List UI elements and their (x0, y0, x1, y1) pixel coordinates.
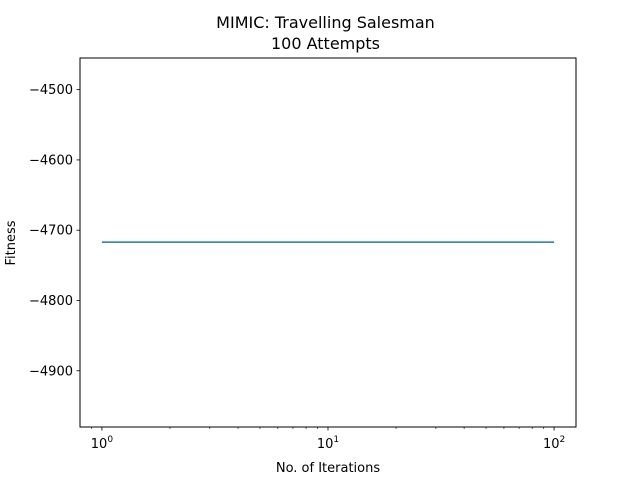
y-tick-label: −4800 (29, 294, 73, 309)
y-tick-label: −4500 (29, 83, 73, 98)
x-tick-label: 100 (91, 435, 114, 452)
y-tick-label: −4600 (29, 153, 73, 168)
x-axis-label: No. of Iterations (276, 461, 381, 476)
x-tick-label: 102 (543, 435, 565, 452)
x-axis: 100 101 102 (91, 427, 565, 452)
x-tick-label: 101 (317, 435, 339, 452)
y-tick-label: −4900 (29, 364, 73, 379)
chart-subtitle: 100 Attempts (271, 34, 380, 53)
chart-title: MIMIC: Travelling Salesman (216, 13, 435, 32)
y-axis-label: Fitness (4, 220, 19, 265)
y-axis: −4500 −4600 −4700 −4800 −4900 (29, 83, 80, 379)
y-tick-label: −4700 (29, 224, 73, 239)
